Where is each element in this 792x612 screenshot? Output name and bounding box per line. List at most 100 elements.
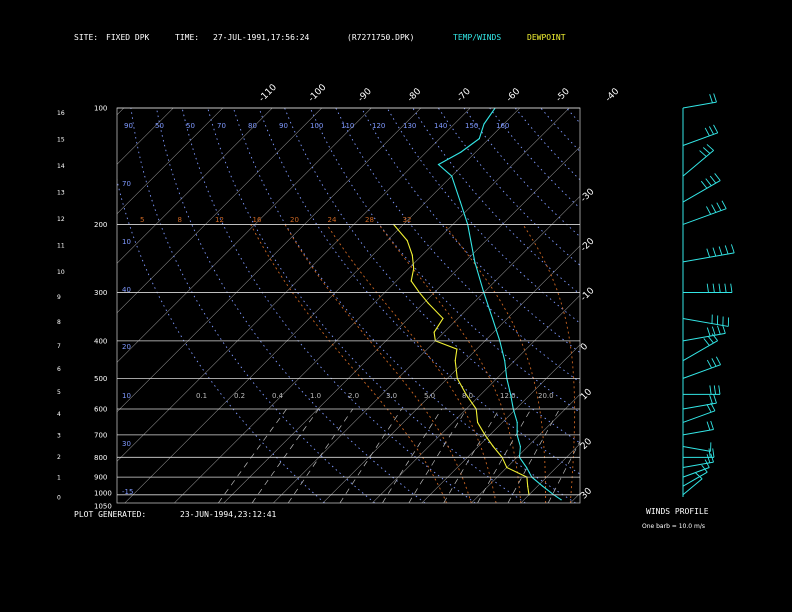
isotherm-right-label: -10 — [579, 286, 597, 304]
mixing-ratio-line — [382, 408, 443, 503]
wind-barb-feather — [710, 420, 714, 430]
isotherm-top-label: -90 — [356, 86, 374, 104]
isotherm-right-label: 20 — [579, 437, 594, 452]
height-tick-label: 11 — [57, 243, 65, 250]
mixing-ratio-line — [443, 408, 500, 503]
dry-adiabat — [117, 178, 325, 503]
pressure-tick-label: 100 — [94, 105, 107, 113]
wind-barb-feather — [717, 325, 721, 335]
mixing-ratio-line — [408, 408, 467, 503]
dewpoint-series-line-point — [406, 239, 408, 242]
pressure-tick-label: 1000 — [94, 489, 112, 497]
isotherm-line — [117, 108, 421, 413]
wind-barb — [682, 429, 714, 436]
moist-adiabat-label: 16 — [253, 216, 262, 224]
mixing-ratio-label: 3.0 — [386, 392, 397, 400]
dry-adiabat — [130, 108, 376, 503]
isotherm-top-label: -110 — [257, 82, 279, 104]
temp-series-line-point — [437, 163, 440, 166]
wind-barb — [682, 410, 716, 423]
height-tick-label: 15 — [57, 137, 65, 144]
temp-series-line-point — [541, 485, 544, 487]
wind-barb — [682, 445, 711, 452]
plot-area — [117, 108, 792, 503]
isotherm-right-label: 10 — [579, 387, 594, 402]
dry-adiabat-label: 80 — [248, 122, 257, 130]
dewpoint-series-line-point — [465, 393, 467, 395]
legend-temp: TEMP/WINDS — [453, 33, 501, 42]
wind-barb-feather — [730, 283, 733, 293]
isotherm-right-label: 0 — [579, 342, 590, 353]
dewpoint-series-line-point — [413, 267, 415, 270]
temp-series-line — [437, 108, 562, 501]
site-label: SITE: — [74, 33, 98, 42]
moist-adiabat-label: 12 — [215, 216, 224, 224]
isotherm-top-label: -40 — [604, 86, 622, 104]
wind-barb-feather — [718, 385, 721, 395]
temp-series-line-point — [483, 123, 485, 125]
wind-barb-feather — [706, 144, 714, 151]
time-value: 27-JUL-1991,17:56:24 — [213, 33, 310, 42]
wind-barb — [682, 252, 735, 263]
isotherm-line — [124, 108, 520, 503]
wind-barb — [682, 317, 729, 327]
height-tick-label: 3 — [57, 433, 61, 440]
isotherm-line — [520, 443, 580, 503]
height-tick-label: 10 — [57, 269, 65, 276]
temp-series-line-point — [504, 360, 506, 362]
wind-barb-feather — [706, 283, 709, 293]
temp-series-line-point — [451, 175, 453, 177]
dry-adiabat-label: 50 — [155, 122, 164, 130]
pressure-tick-label: 1050 — [94, 503, 112, 511]
mixing-ratio-label: 0.1 — [196, 392, 207, 400]
wind-barb-feather — [718, 246, 723, 256]
dry-adiabat-label: 20 — [122, 343, 131, 351]
dry-adiabat-label: 70 — [217, 122, 226, 130]
moist-adiabat — [378, 224, 522, 503]
dry-adiabat-label: 40 — [122, 286, 131, 294]
wind-barb-feather — [706, 359, 712, 369]
wind-barb-feather — [714, 173, 721, 181]
temp-series-line-point — [519, 445, 522, 448]
wind-barb-feather — [711, 333, 718, 341]
dry-adiabat-label: 90 — [124, 122, 133, 130]
dry-adiabat — [309, 108, 580, 413]
isotherm-top-label: -60 — [505, 86, 523, 104]
mixing-ratio-label: 8.0 — [462, 392, 473, 400]
wind-barb-feather — [710, 453, 714, 463]
wind-barb-feather — [712, 448, 715, 458]
pressure-tick-label: 700 — [94, 431, 107, 439]
wind-barb-feather — [713, 385, 717, 395]
mixing-ratio-label: 0.4 — [272, 392, 284, 400]
mixing-ratio-line — [507, 408, 560, 503]
height-tick-label: 0 — [57, 495, 61, 502]
height-tick-label: 9 — [57, 294, 61, 301]
wind-barb — [682, 332, 726, 342]
dewpoint-series-line-point — [454, 360, 456, 362]
dry-adiabat — [669, 108, 792, 503]
dry-adiabat-label: 120 — [372, 122, 385, 130]
pressure-tick-label: 400 — [94, 337, 107, 345]
mixing-ratio-label: 2.0 — [348, 392, 359, 400]
wind-barb-feather — [706, 454, 711, 463]
isotherm-line — [117, 108, 174, 165]
temp-series-line-point — [516, 421, 518, 424]
wind-barb — [682, 340, 718, 362]
height-tick-label: 14 — [57, 163, 65, 170]
winds-barb-note: One barb = 10.0 m/s — [642, 523, 705, 530]
wind-barb-feather — [709, 395, 713, 404]
wind-barb-feather — [695, 472, 703, 480]
temp-series-line-point — [474, 261, 476, 263]
dewpoint-series-line-point — [492, 445, 494, 448]
wind-barb-feather — [703, 338, 710, 346]
wind-barb-feather — [722, 324, 726, 334]
wind-barb — [682, 364, 721, 379]
dry-adiabat — [643, 108, 792, 503]
dry-adiabat — [618, 108, 792, 503]
height-tick-label: 2 — [57, 454, 61, 461]
isotherm-line — [322, 245, 580, 503]
dewpoint-series-line-point — [527, 485, 529, 487]
dry-adiabat — [695, 108, 792, 503]
wind-barb-feather — [702, 147, 711, 154]
moist-adiabat-label: 24 — [328, 216, 337, 224]
